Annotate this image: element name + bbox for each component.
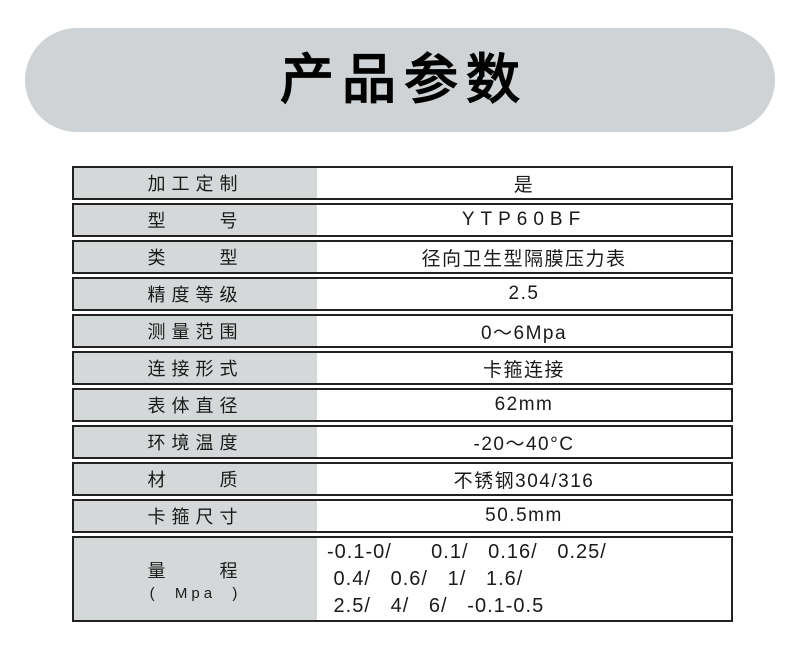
row-label: 卡箍尺寸 — [74, 501, 317, 531]
row-value: 2.5 — [508, 283, 540, 304]
row-label: 测量范围 — [74, 316, 317, 346]
row-value: 0～6Mpa — [480, 322, 568, 344]
table-row-material: 材 质 不锈钢304/316 — [72, 462, 733, 496]
table-row-clamp-size: 卡箍尺寸 50.5mm — [72, 499, 733, 533]
range-label-text: 量 程 — [147, 560, 244, 581]
table-row-ambient-temp: 环境温度 -20～40°C — [72, 425, 733, 459]
range-label-unit: ( Mpa ) — [149, 584, 242, 602]
range-row-label: 量 程 ( Mpa ) — [74, 538, 317, 620]
table-row-type: 类 型 径向卫生型隔膜压力表 — [72, 240, 733, 274]
row-label: 材 质 — [74, 464, 317, 494]
row-label: 加工定制 — [74, 168, 317, 198]
table-row-body-diameter: 表体直径 62mm — [72, 388, 733, 422]
range-line-3: 2.5/ 4/ 6/ -0.1-0.5 — [327, 594, 545, 617]
row-value: 径向卫生型隔膜压力表 — [421, 248, 627, 270]
table-row-connection: 连接形式 卡箍连接 — [72, 351, 733, 385]
row-value: YTP60BF — [461, 209, 587, 230]
row-value: -20～40°C — [473, 433, 575, 455]
page-title: 产品参数 — [280, 50, 528, 110]
range-line-2: 0.4/ 0.6/ 1/ 1.6/ — [327, 567, 524, 590]
row-value: 50.5mm — [485, 505, 563, 526]
table-row-model: 型 号 YTP60BF — [72, 203, 733, 237]
row-label: 连接形式 — [74, 353, 317, 383]
row-label: 精度等级 — [74, 279, 317, 309]
table-row-customization: 加工定制 是 — [72, 166, 733, 200]
row-label: 类 型 — [74, 242, 317, 272]
table-row-accuracy: 精度等级 2.5 — [72, 277, 733, 311]
row-value: 不锈钢304/316 — [453, 470, 595, 492]
table-row-measure-range: 测量范围 0～6Mpa — [72, 314, 733, 348]
row-label: 型 号 — [74, 205, 317, 235]
spec-table: 加工定制 是 型 号 YTP60BF 类 型 径向卫生型隔膜压力表 精度等级 2… — [72, 166, 733, 622]
table-row-range: 量 程 ( Mpa ) -0.1-0/ 0.1/ 0.16/ 0.25/ 0.4… — [72, 536, 733, 622]
row-value: 62mm — [494, 394, 554, 415]
row-label: 表体直径 — [74, 390, 317, 420]
row-label: 环境温度 — [74, 427, 317, 457]
row-value: 卡箍连接 — [482, 359, 565, 381]
row-value: 是 — [513, 174, 535, 196]
header-pill: 产品参数 — [25, 28, 775, 132]
range-values: -0.1-0/ 0.1/ 0.16/ 0.25/ 0.4/ 0.6/ 1/ 1.… — [317, 538, 731, 620]
range-line-1: -0.1-0/ 0.1/ 0.16/ 0.25/ — [327, 540, 607, 563]
